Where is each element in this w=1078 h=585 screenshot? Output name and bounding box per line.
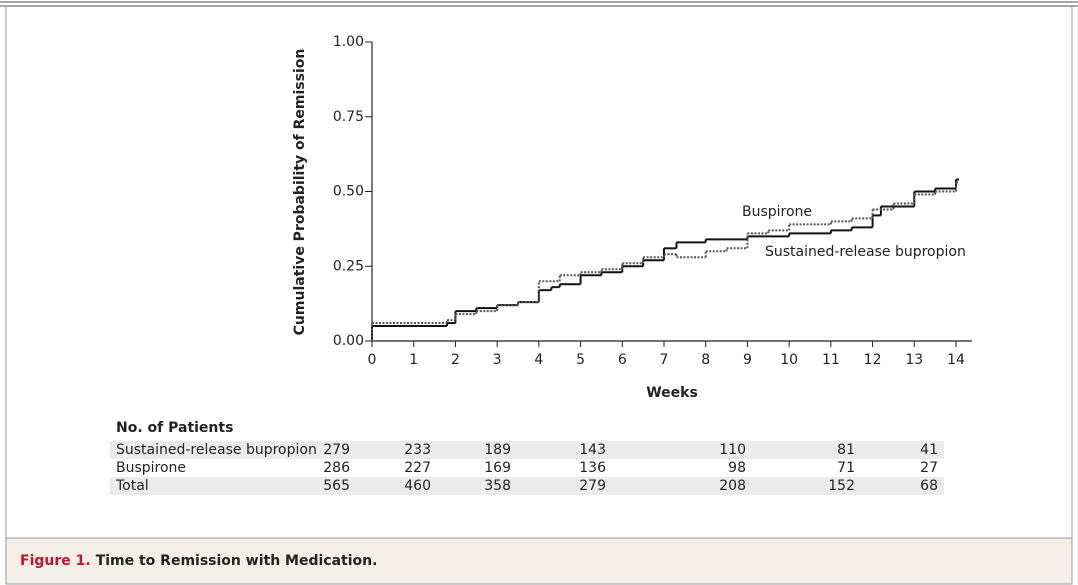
x-tick-label: 6 [618,352,627,368]
table-cell: 233 [404,442,431,458]
table-cell: 208 [719,478,746,494]
table-cell: 358 [484,478,511,494]
x-tick-label: 14 [947,352,965,368]
y-tick-label: 1.00 [333,34,364,50]
table-cell: 143 [579,442,606,458]
series-label: Buspirone [742,204,812,220]
row-label: Total [115,478,149,494]
x-tick-label: 11 [822,352,840,368]
x-tick-label: 8 [701,352,710,368]
table-cell: 169 [484,460,511,476]
table-cell: 41 [920,442,938,458]
x-tick-label: 3 [493,352,502,368]
x-tick-label: 12 [864,352,882,368]
table-row-band [110,441,944,459]
caption-box [5,537,1073,585]
table-cell: 136 [579,460,606,476]
table-cell: 98 [728,460,746,476]
table-row-band [110,477,944,495]
y-tick-label: 0.50 [333,184,364,200]
table-title: No. of Patients [116,420,233,436]
table-cell: 189 [484,442,511,458]
table-cell: 152 [828,478,855,494]
caption-label: Figure 1. [20,553,91,569]
x-tick-label: 1 [409,352,418,368]
table-cell: 286 [323,460,350,476]
x-tick-label: 2 [451,352,460,368]
caption: Figure 1. Time to Remission with Medicati… [20,553,377,569]
row-label: Sustained-release bupropion [116,442,317,458]
caption-text: Time to Remission with Medication. [96,553,378,569]
x-tick-label: 5 [576,352,585,368]
y-tick-label: 0.25 [333,258,364,274]
table-cell: 565 [323,478,350,494]
x-tick-label: 10 [780,352,798,368]
series-label: Sustained-release bupropion [765,244,966,260]
x-tick-label: 13 [905,352,923,368]
table-cell: 227 [404,460,431,476]
table-cell: 279 [323,442,350,458]
x-tick-label: 0 [368,352,377,368]
y-axis-title: Cumulative Probability of Remission [292,49,308,336]
x-tick-label: 7 [660,352,669,368]
row-label: Buspirone [116,460,186,476]
x-tick-label: 4 [534,352,543,368]
table-cell: 460 [404,478,431,494]
x-tick-label: 9 [743,352,752,368]
y-tick-label: 0.75 [333,109,364,125]
table-cell: 279 [579,478,606,494]
table-cell: 110 [719,442,746,458]
table-cell: 81 [837,442,855,458]
y-tick-label: 0.00 [333,333,364,349]
table-cell: 71 [837,460,855,476]
table-cell: 68 [920,478,938,494]
table-cell: 27 [920,460,938,476]
x-axis-title: Weeks [646,385,698,401]
